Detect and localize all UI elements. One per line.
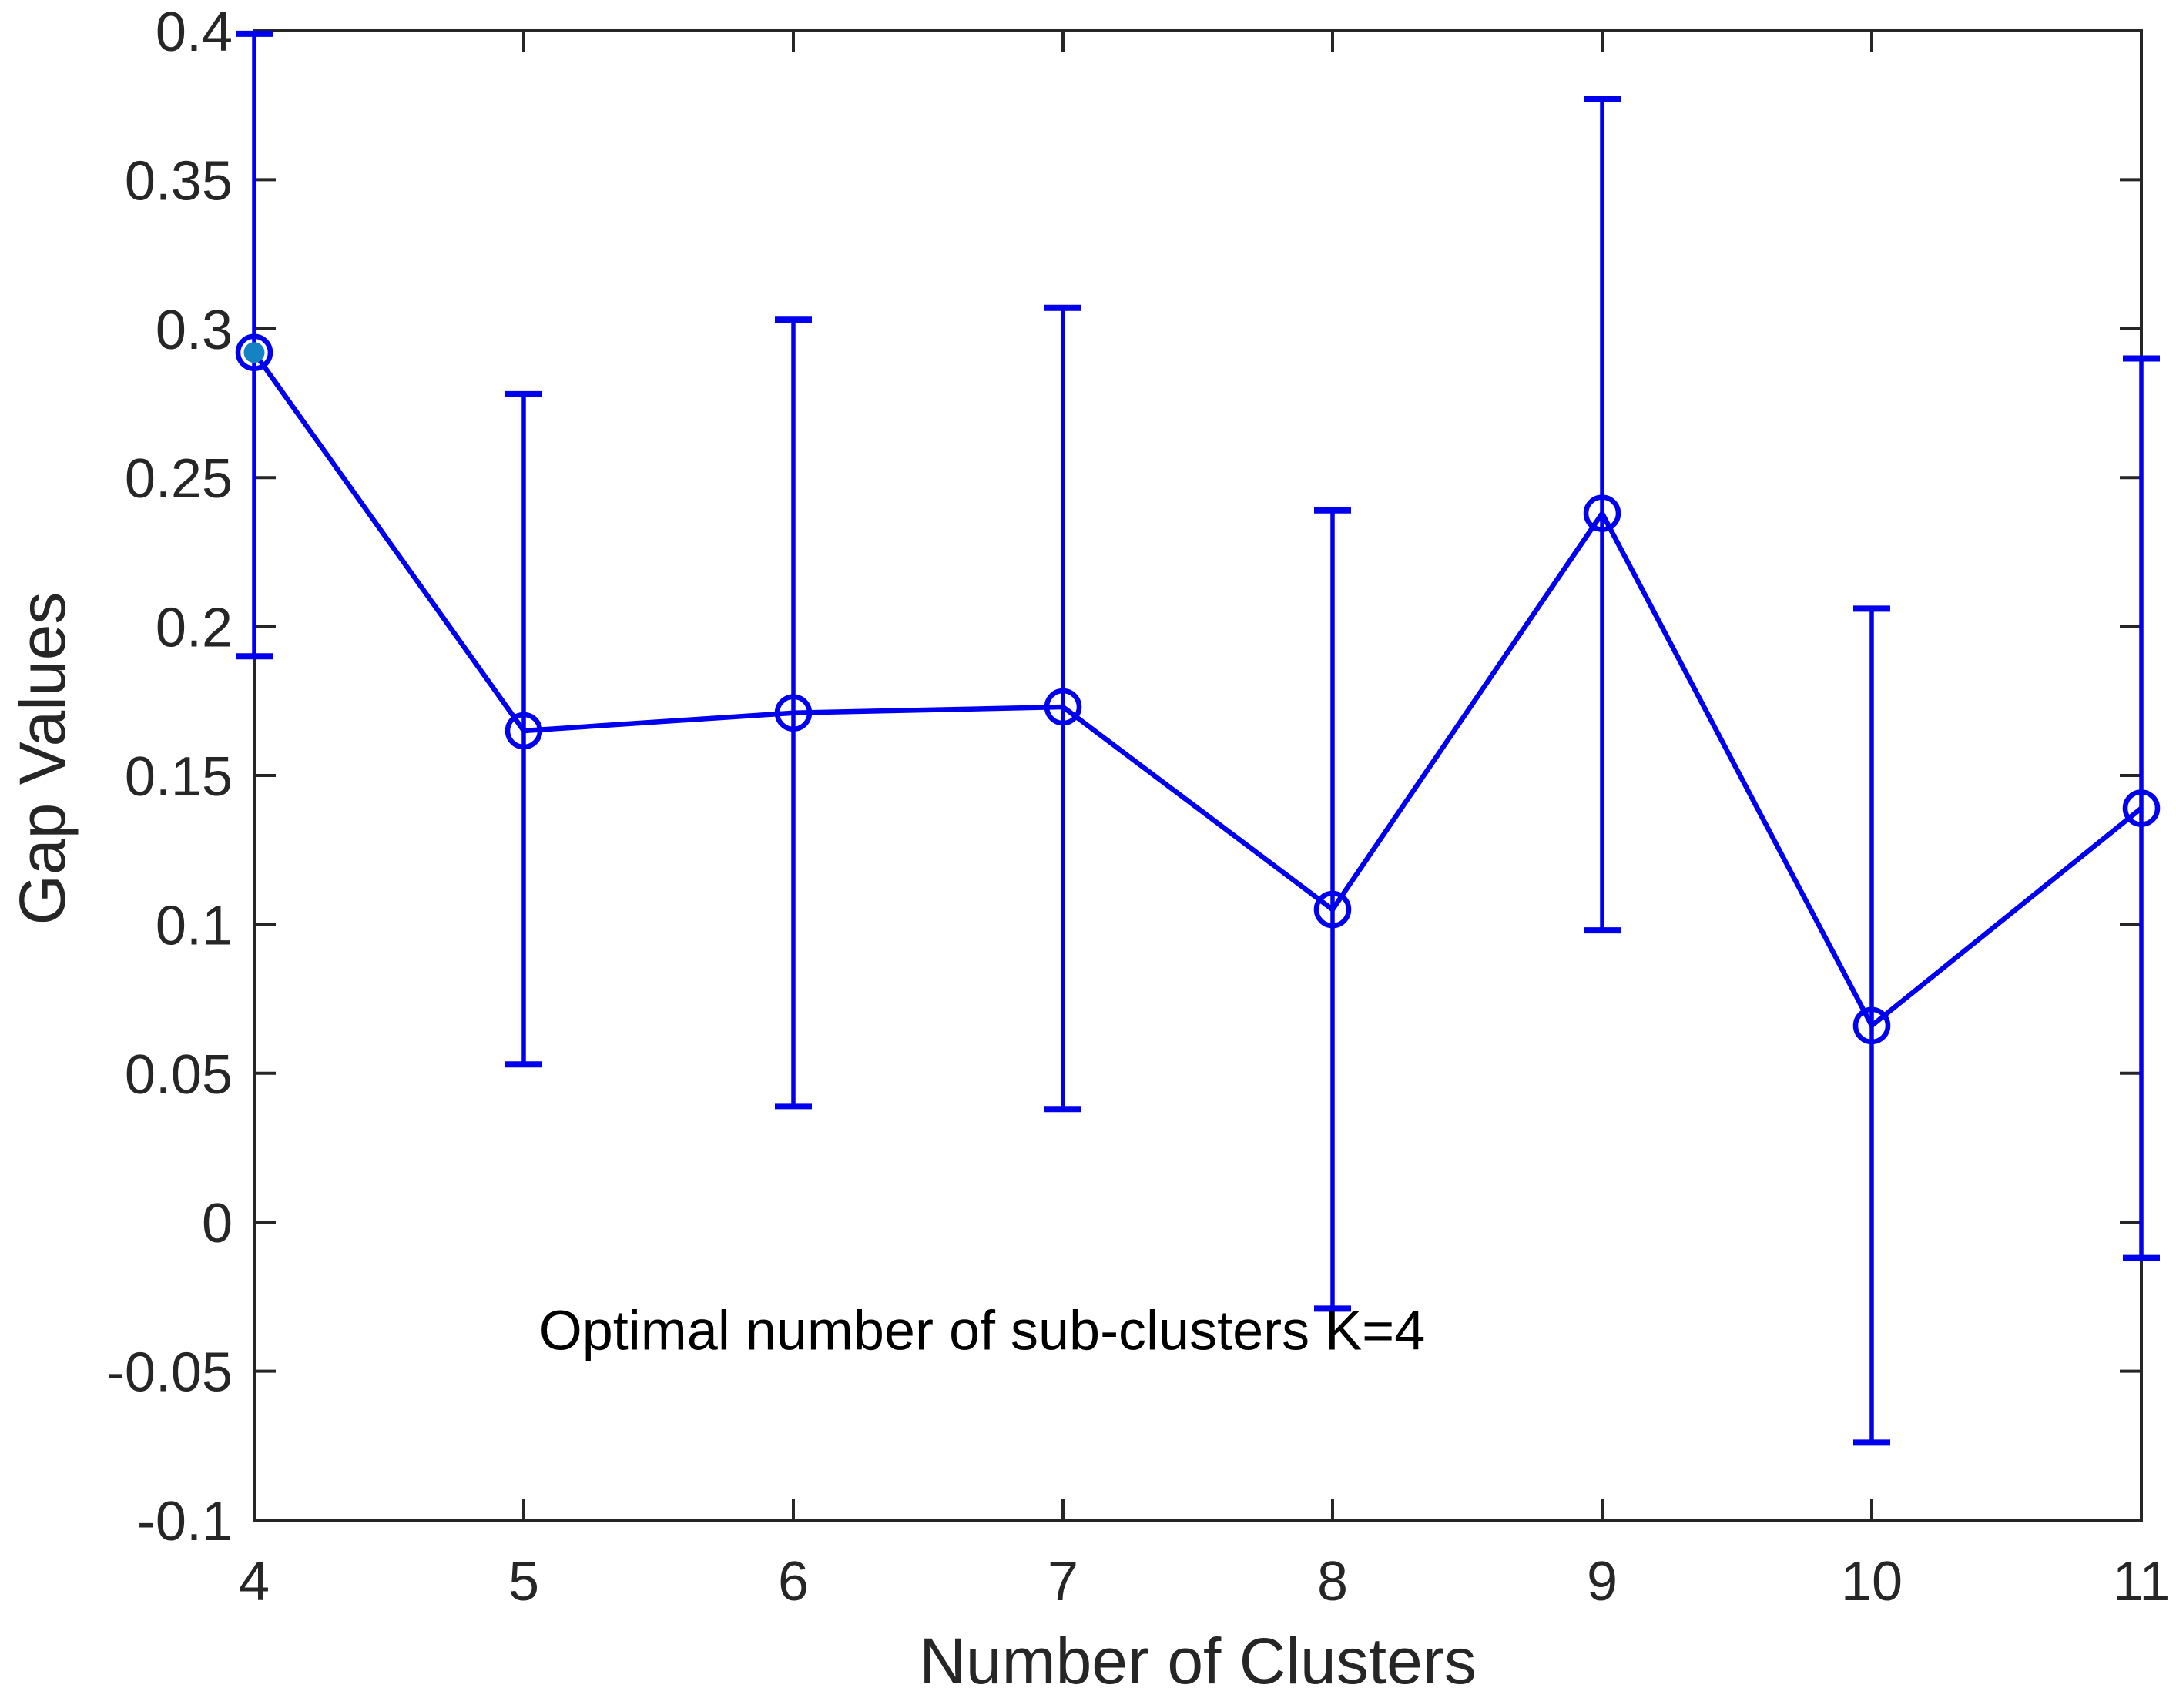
x-tick-label: 11 <box>2113 1551 2171 1613</box>
data-point-marker <box>505 712 543 750</box>
data-point-marker <box>774 694 813 732</box>
optimal-point-fill <box>243 342 265 363</box>
x-tick-label: 6 <box>778 1551 809 1613</box>
x-tick-label: 4 <box>239 1551 270 1613</box>
data-point-marker <box>1313 890 1352 929</box>
y-tick-label: 0.25 <box>125 448 233 510</box>
y-tick-label: -0.1 <box>137 1491 233 1552</box>
y-tick-label: 0.2 <box>156 598 233 659</box>
data-point-marker <box>1852 1006 1891 1045</box>
y-tick-label: 0.3 <box>156 300 233 361</box>
x-tick-label: 5 <box>508 1551 539 1613</box>
data-point-marker <box>2122 789 2161 827</box>
x-tick-label: 7 <box>1048 1551 1078 1613</box>
data-point-marker <box>235 333 273 371</box>
y-tick-label: 0.15 <box>125 746 233 808</box>
y-tick-label: 0.05 <box>125 1044 233 1106</box>
axis-tick-labels: 4 5 6 7 8 9 10 11 0.4 0.35 0.3 0.25 0.2 0.15 0.1 0.05 0 -… <box>106 2 2170 1613</box>
y-tick-label: 0.35 <box>125 150 233 212</box>
optimal-k-annotation: Optimal number of sub-clusters K=4 <box>539 1300 1426 1361</box>
data-point-marker <box>1044 688 1082 726</box>
y-tick-label: 0.4 <box>156 2 233 63</box>
y-tick-label: 0.1 <box>156 895 233 956</box>
series-layer <box>235 30 2161 1446</box>
axis-ticks <box>253 29 2143 1522</box>
data-point-marker <box>1583 494 1621 532</box>
x-tick-label: 10 <box>1841 1551 1903 1613</box>
x-tick-label: 9 <box>1587 1551 1618 1613</box>
y-tick-label: -0.05 <box>106 1342 233 1404</box>
x-axis-label: Number of Clusters <box>919 1625 1477 1697</box>
y-tick-label: 0 <box>202 1193 233 1254</box>
x-tick-label: 8 <box>1317 1551 1348 1613</box>
plot-border <box>253 29 2143 1522</box>
y-axis-label: Gap Values <box>6 592 79 926</box>
data-line <box>252 350 2144 1030</box>
